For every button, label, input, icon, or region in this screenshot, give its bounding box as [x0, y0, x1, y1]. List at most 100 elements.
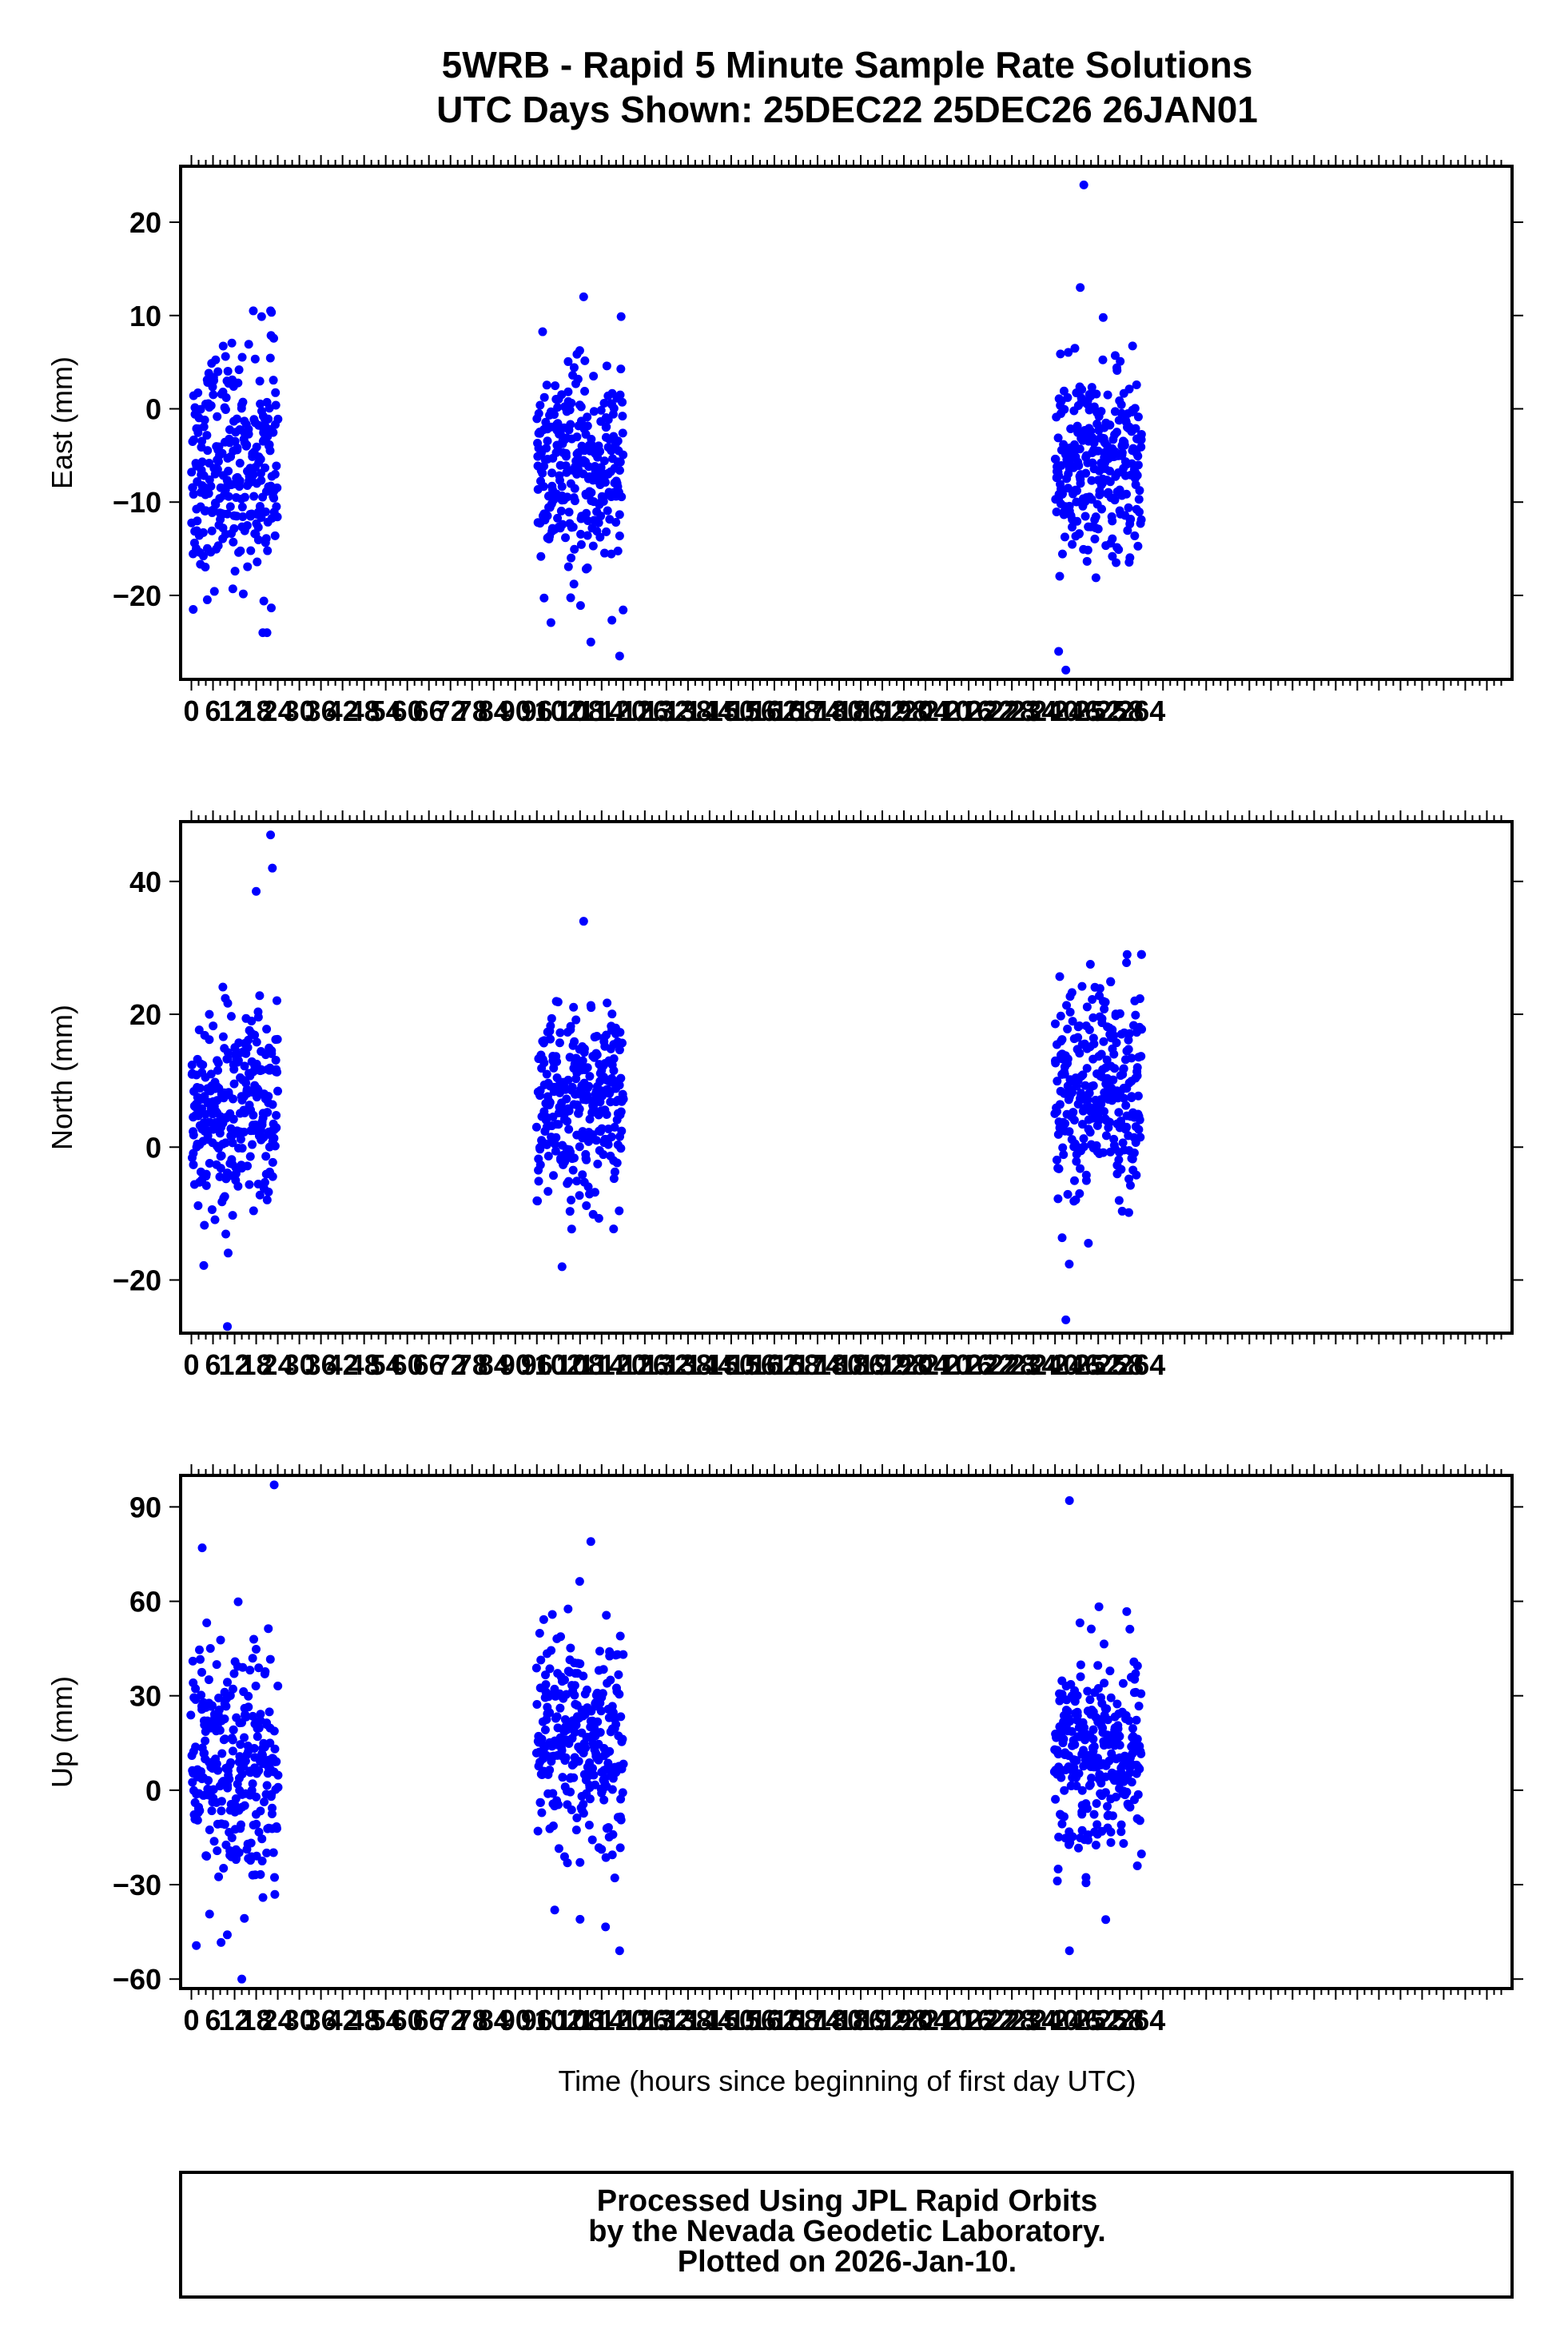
data-point	[1116, 400, 1126, 409]
data-point	[545, 1664, 555, 1674]
data-point	[1085, 959, 1095, 969]
data-point	[1122, 1787, 1132, 1797]
data-point	[1073, 1690, 1082, 1700]
data-point	[1111, 1792, 1120, 1802]
data-point	[607, 1133, 616, 1142]
data-point	[236, 546, 245, 555]
data-point	[531, 1663, 541, 1673]
x-tick-label: 48	[348, 695, 380, 727]
data-point	[207, 1204, 217, 1214]
data-point	[565, 1207, 575, 1216]
data-point	[213, 1766, 223, 1775]
data-point	[592, 1032, 602, 1041]
data-point	[569, 363, 579, 372]
data-point	[539, 392, 549, 402]
data-point	[599, 1665, 608, 1674]
data-point	[189, 1160, 198, 1169]
data-point	[1119, 1838, 1128, 1848]
x-tick-label: 6	[205, 2004, 221, 2036]
data-point	[589, 1770, 599, 1780]
data-point	[572, 1176, 582, 1186]
data-point	[1063, 1025, 1073, 1034]
x-tick-label: 144	[686, 1348, 734, 1381]
data-point	[1114, 545, 1124, 555]
data-point	[1073, 1843, 1083, 1853]
data-point	[610, 1167, 619, 1176]
x-tick-label: 216	[945, 695, 993, 727]
x-tick-label: 6	[205, 695, 221, 727]
x-tick-label: 84	[478, 1348, 510, 1381]
data-point	[608, 1829, 618, 1839]
x-tick-label: 192	[858, 695, 906, 727]
x-tick-label: 108	[556, 2004, 604, 2036]
data-point	[234, 1848, 244, 1857]
data-point-extreme	[1061, 1315, 1071, 1324]
data-point	[532, 1196, 542, 1205]
data-point	[193, 516, 202, 526]
data-point	[189, 1130, 198, 1140]
data-point	[599, 456, 609, 466]
data-point	[1103, 1802, 1112, 1811]
data-point	[262, 1195, 272, 1204]
data-point	[535, 1628, 544, 1638]
data-point	[1128, 1724, 1137, 1734]
data-point	[248, 1654, 257, 1663]
data-point	[1108, 1075, 1118, 1085]
data-point	[254, 1723, 264, 1733]
data-point	[1100, 1107, 1109, 1117]
data-point	[223, 1048, 233, 1057]
data-point	[220, 1192, 229, 1201]
x-tick-label: 210	[923, 2004, 971, 2036]
data-point	[254, 1663, 264, 1673]
x-tick-label: 60	[392, 2004, 424, 2036]
data-point	[563, 1604, 573, 1614]
data-point	[202, 431, 212, 440]
x-tick-label: 96	[521, 2004, 553, 2036]
data-point	[273, 1770, 283, 1780]
x-tick-label: 240	[1031, 695, 1079, 727]
data-point	[213, 1058, 223, 1068]
data-point	[244, 1035, 253, 1045]
data-point	[245, 1152, 255, 1161]
x-tick-label: 198	[880, 2004, 928, 2036]
y-tick-label: −30	[113, 1869, 161, 1901]
data-point	[561, 448, 571, 458]
data-point	[546, 1034, 555, 1044]
data-point	[210, 1215, 220, 1224]
data-point	[253, 1013, 263, 1022]
data-point	[223, 1248, 233, 1258]
data-point	[207, 1806, 217, 1816]
data-point	[1064, 348, 1073, 357]
data-point	[256, 1869, 265, 1879]
data-point	[1106, 1837, 1116, 1847]
data-point	[555, 1028, 565, 1037]
data-point	[548, 1789, 558, 1798]
data-point	[551, 381, 560, 391]
data-point	[206, 400, 216, 410]
data-point-extreme	[1054, 647, 1064, 656]
data-point	[607, 1009, 617, 1019]
x-tick-label: 6	[205, 1348, 221, 1381]
data-point	[1113, 1721, 1123, 1730]
data-point	[1100, 1788, 1110, 1798]
data-point	[563, 1858, 572, 1868]
data-point	[602, 527, 611, 536]
data-point	[1118, 1138, 1128, 1148]
data-point	[188, 1656, 197, 1666]
data-point	[1096, 1049, 1106, 1059]
data-point	[589, 372, 599, 381]
data-point	[272, 1110, 281, 1120]
data-point	[1084, 1835, 1093, 1845]
data-point	[588, 1764, 598, 1774]
data-point	[237, 1820, 246, 1829]
x-tick-label: 210	[923, 1348, 971, 1381]
data-point	[570, 1681, 579, 1690]
data-point	[233, 1181, 243, 1191]
data-point	[564, 1106, 574, 1116]
data-point	[600, 1774, 610, 1783]
data-point	[1051, 1794, 1061, 1804]
data-point	[1059, 1734, 1069, 1744]
data-point	[570, 484, 579, 493]
data-point	[1136, 1133, 1145, 1142]
data-point	[1089, 1742, 1099, 1751]
